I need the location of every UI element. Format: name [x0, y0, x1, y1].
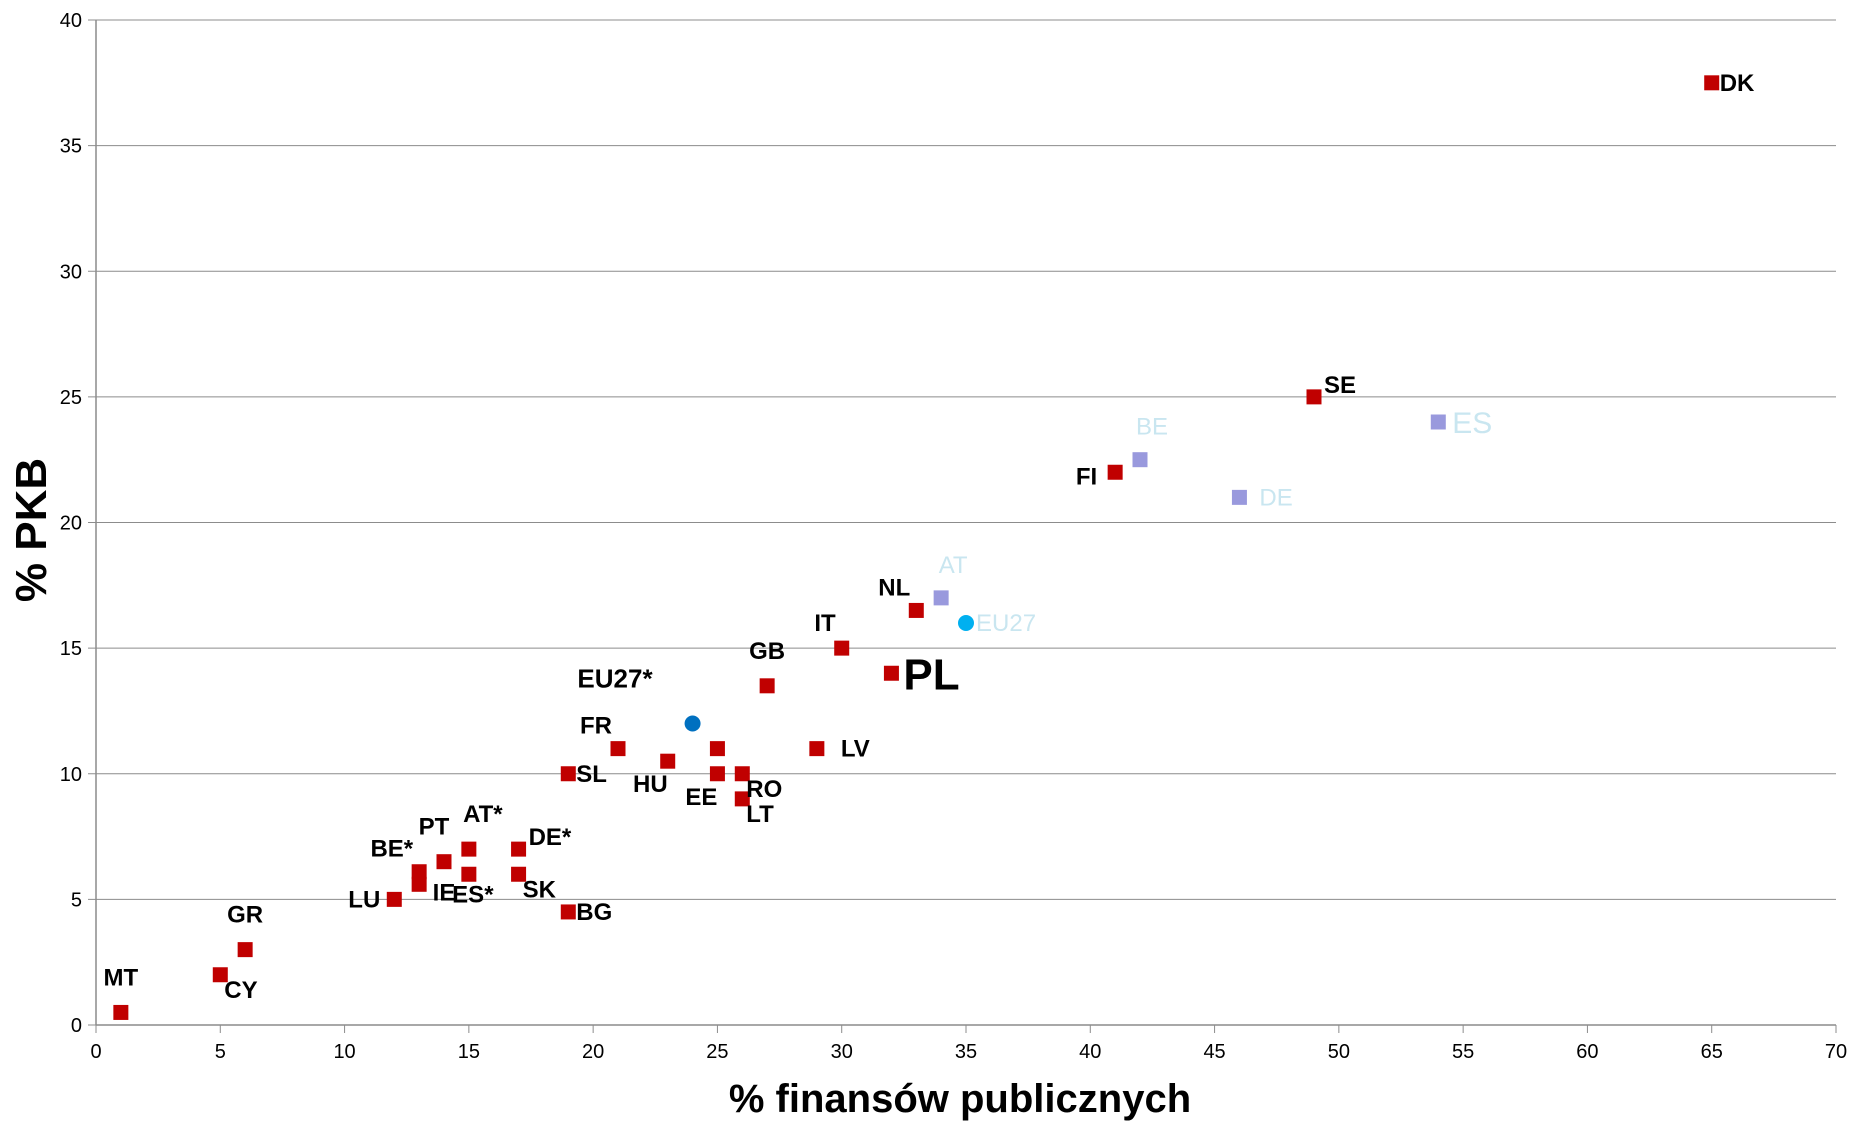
- gridlines: [96, 19, 1836, 900]
- point-label: LT: [746, 801, 774, 828]
- marker-at: [933, 590, 949, 606]
- marker-eu27-star: [684, 715, 701, 732]
- x-tick-label: 65: [1701, 1041, 1723, 1063]
- data-points: [113, 75, 1720, 1020]
- marker-hu: [660, 753, 676, 769]
- y-tick-label: 25: [60, 387, 82, 409]
- y-tick-label: 20: [60, 513, 82, 535]
- x-axis-title: % finansów publicznych: [729, 1077, 1191, 1121]
- point-label: IT: [814, 610, 836, 637]
- point-label: BE*: [370, 836, 413, 863]
- x-tick-label: 60: [1576, 1041, 1598, 1063]
- point-label: AT*: [463, 801, 503, 828]
- point-label: DE*: [529, 824, 572, 851]
- marker-lv: [809, 741, 825, 757]
- point-label: ES: [1452, 407, 1492, 440]
- point-label: PT: [419, 814, 450, 841]
- marker-fr: [610, 741, 626, 757]
- y-tick-label: 10: [60, 764, 82, 786]
- marker-nl: [908, 602, 924, 618]
- point-label: EU27*: [577, 664, 653, 694]
- y-tick-label: 0: [71, 1015, 82, 1037]
- marker-gr: [237, 942, 253, 958]
- y-tick-label: 35: [60, 136, 82, 158]
- marker-be-star: [411, 864, 427, 880]
- marker-point-4: [411, 876, 427, 892]
- point-label: IE: [433, 880, 456, 907]
- marker-ro: [734, 766, 750, 782]
- point-label: GR: [227, 902, 263, 929]
- point-label: SE: [1324, 372, 1356, 399]
- x-tick-label: 45: [1203, 1041, 1225, 1063]
- marker-be: [1132, 452, 1148, 468]
- point-label: BE: [1136, 414, 1168, 441]
- point-label: CY: [224, 977, 257, 1004]
- marker-cy: [212, 967, 228, 983]
- point-label: ES*: [452, 881, 494, 908]
- x-tick-label: 35: [955, 1041, 977, 1063]
- marker-mt: [113, 1004, 129, 1020]
- point-label: BG: [576, 899, 612, 926]
- point-label: SL: [576, 761, 607, 788]
- point-label: FR: [580, 713, 612, 740]
- marker-point-16: [709, 741, 725, 757]
- point-label: EE: [685, 784, 717, 811]
- x-tick-label: 50: [1328, 1041, 1350, 1063]
- x-tick-label: 70: [1825, 1041, 1847, 1063]
- y-tick-label: 30: [60, 261, 82, 283]
- point-label: GB: [749, 638, 785, 665]
- x-tick-label: 15: [458, 1041, 480, 1063]
- marker-sl: [560, 766, 576, 782]
- marker-lu: [386, 891, 402, 907]
- marker-fi: [1107, 464, 1123, 480]
- marker-de-star: [511, 841, 527, 857]
- point-label: PL: [903, 650, 959, 699]
- marker-es-star: [461, 866, 477, 882]
- marker-ie: [436, 854, 452, 870]
- marker-es: [1430, 414, 1446, 430]
- x-tick-label: 10: [333, 1041, 355, 1063]
- x-tick-label: 0: [90, 1041, 101, 1063]
- x-tick-label: 20: [582, 1041, 604, 1063]
- marker-de: [1231, 489, 1247, 505]
- point-label: AT: [939, 552, 968, 579]
- marker-at-star: [461, 841, 477, 857]
- marker-dk: [1704, 75, 1720, 91]
- point-label: LV: [841, 736, 870, 763]
- y-tick-label: 5: [71, 889, 82, 911]
- marker-eu27: [958, 615, 974, 631]
- point-label: SK: [523, 876, 557, 903]
- y-tick-labels: 0 5 10 15 20 25 30 35 40: [60, 10, 82, 1037]
- marker-ee: [709, 766, 725, 782]
- y-axis-title: % PKB: [7, 458, 56, 602]
- marker-se: [1306, 389, 1322, 405]
- y-tick-label: 15: [60, 638, 82, 660]
- marker-pl: [883, 665, 899, 681]
- point-label: MT: [104, 964, 139, 991]
- x-tick-label: 40: [1079, 1041, 1101, 1063]
- marker-lt: [734, 791, 750, 807]
- marker-it: [834, 640, 850, 656]
- x-tick-label: 55: [1452, 1041, 1474, 1063]
- point-label: FI: [1076, 463, 1097, 490]
- marker-gb: [759, 678, 775, 694]
- point-label: HU: [633, 771, 668, 798]
- x-tick-label: 30: [831, 1041, 853, 1063]
- point-label: RO: [746, 776, 782, 803]
- point-label: EU27: [976, 610, 1036, 637]
- axes: [88, 19, 1837, 1033]
- point-labels: MT CY GR LU BE* IE PT ES* AT* SK DE* BG SL FR HU EE ROLT…: [104, 70, 1756, 1004]
- x-tick-label: 5: [215, 1041, 226, 1063]
- point-label: NL: [878, 574, 910, 601]
- point-label: DE: [1259, 484, 1292, 511]
- x-tick-label: 25: [706, 1041, 728, 1063]
- marker-sk: [511, 866, 527, 882]
- point-label: LU: [348, 886, 380, 913]
- y-tick-label: 40: [60, 10, 82, 32]
- point-label: DK: [1720, 70, 1755, 97]
- x-tick-labels: 0 5 10 15 20 25 30 35 40 45 50 55 60 65 70: [90, 1041, 1847, 1063]
- marker-bg: [560, 904, 576, 920]
